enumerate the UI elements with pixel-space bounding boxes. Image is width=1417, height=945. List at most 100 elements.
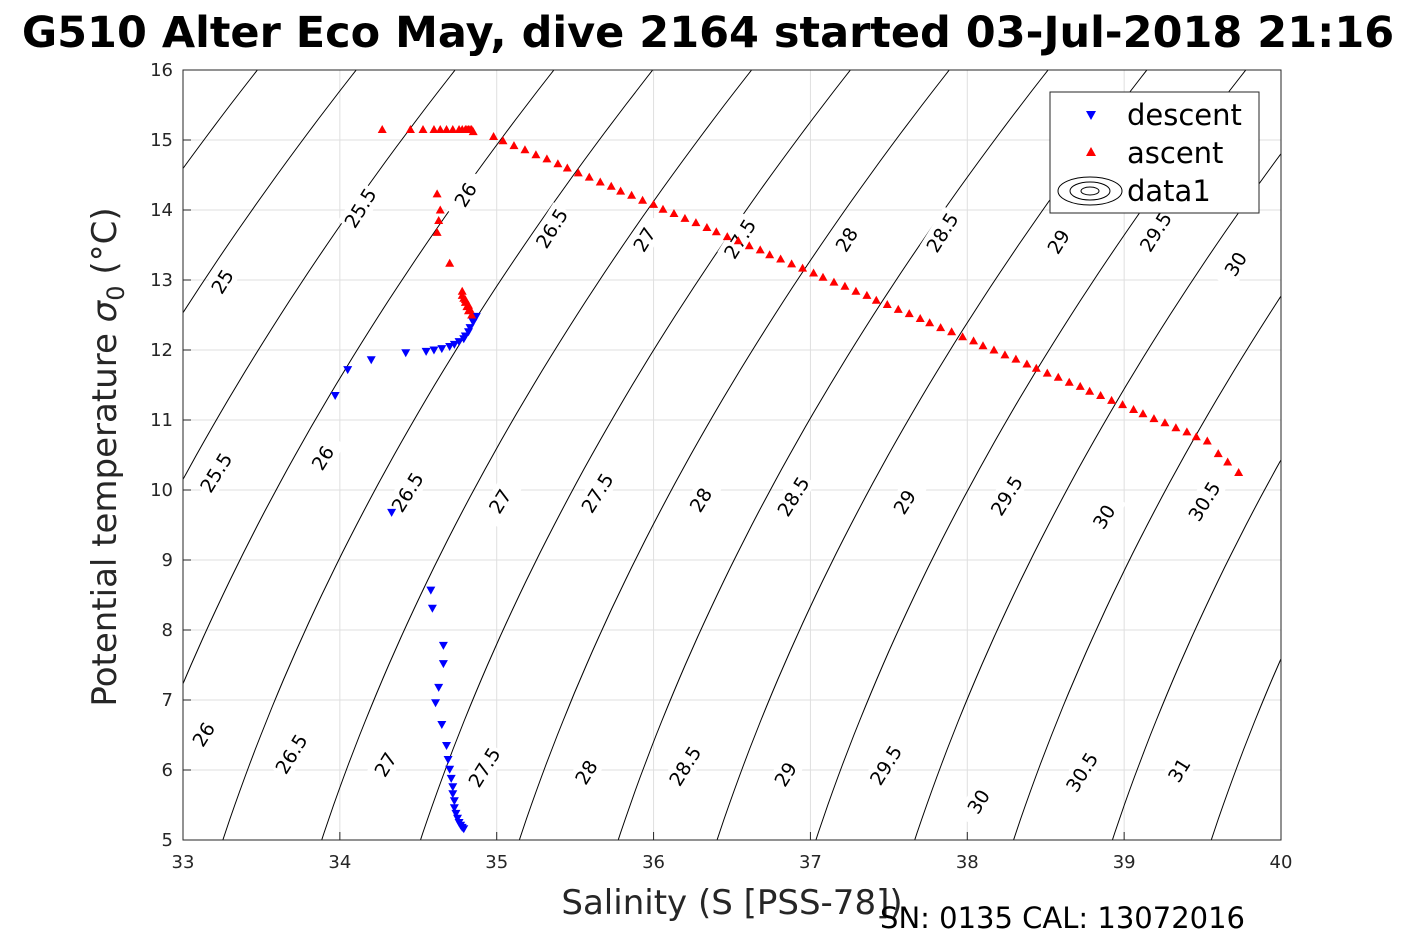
- ascent-point: [562, 163, 572, 172]
- descent-series: [330, 312, 481, 834]
- descent-point: [387, 508, 397, 517]
- descent-point: [431, 699, 441, 708]
- ascent-point: [606, 181, 616, 190]
- ascent-point: [818, 272, 828, 281]
- ascent-point: [1213, 449, 1223, 458]
- descent-point: [451, 809, 461, 818]
- contour-label-group: 25.5: [193, 446, 239, 499]
- contour-label-group: 27: [362, 738, 408, 791]
- legend-contour-icon: [1057, 176, 1123, 206]
- contour-label-bg: [882, 476, 927, 528]
- contour-label-bg: [1213, 238, 1258, 290]
- contour-label-bg: [1035, 215, 1081, 268]
- contour-label-group: 28: [824, 213, 869, 266]
- y-axis-label-main: Potential temperature: [85, 322, 125, 706]
- contour-label-group: 30: [1081, 490, 1127, 543]
- contour-label-bg: [984, 469, 1029, 522]
- descent-point: [463, 328, 473, 337]
- isopycnal-line: [419, 70, 852, 840]
- y-tick-label: 15: [150, 130, 173, 151]
- ascent-point: [445, 258, 455, 267]
- ascent-point: [851, 286, 861, 295]
- ascent-point: [457, 290, 467, 299]
- legend-descent-marker: [1086, 111, 1096, 120]
- data-series: [330, 125, 1244, 834]
- ascent-series: [377, 125, 1244, 476]
- isopycnal-line: [183, 70, 259, 170]
- isopycnal-line: [183, 70, 456, 481]
- x-tick-label: 33: [172, 852, 195, 873]
- descent-point: [437, 345, 447, 354]
- serial-calibration-footer: SN: 0135 CAL: 13072016: [880, 901, 1245, 935]
- ascent-point: [1182, 427, 1192, 436]
- descent-point: [445, 343, 455, 351]
- descent-point: [449, 340, 459, 349]
- descent-point: [434, 683, 444, 692]
- isopycnal-line: [222, 70, 654, 840]
- isopycnal-line: [518, 70, 950, 840]
- contour-label-bg: [621, 213, 667, 266]
- ascent-point: [489, 132, 499, 140]
- y-axis-ticks: 5 6 7 8 9 10 11 12 13 14 15 16: [150, 60, 191, 851]
- descent-point: [448, 790, 458, 799]
- ascent-point: [1022, 359, 1032, 368]
- y-tick-label: 8: [162, 620, 173, 641]
- contour-label-group: 29: [1035, 215, 1081, 268]
- contour-label-group: 30: [955, 775, 1001, 828]
- descent-point: [401, 349, 411, 358]
- contour-label-group: 25: [199, 255, 245, 308]
- ascent-point: [442, 125, 452, 133]
- ascent-point: [947, 327, 957, 336]
- ascent-point: [1075, 381, 1085, 390]
- y-tick-label: 14: [150, 200, 173, 221]
- y-tick-label: 10: [150, 480, 173, 501]
- ascent-point: [520, 145, 530, 154]
- contour-label-bg: [717, 212, 763, 265]
- ascent-point: [989, 345, 999, 354]
- ascent-point: [702, 223, 712, 231]
- isopycnal-line: [617, 70, 1049, 840]
- ascent-point: [829, 277, 839, 286]
- contour-label-bg: [955, 775, 1001, 828]
- ascent-point: [1064, 377, 1074, 386]
- ascent-point: [1042, 368, 1052, 377]
- isopycnal-line: [321, 70, 753, 840]
- ascent-point: [1202, 436, 1212, 445]
- contour-label-bg: [362, 738, 408, 791]
- isopycnal-line: [1013, 295, 1281, 840]
- descent-point: [443, 756, 453, 764]
- plot-frame: [182, 69, 1282, 841]
- descent-point: [465, 324, 475, 333]
- y-axis-label-sigma: σ: [85, 299, 125, 322]
- contour-label-bg: [563, 746, 609, 798]
- ascent-point: [787, 259, 797, 268]
- ascent-point: [1118, 400, 1128, 409]
- descent-point: [459, 825, 469, 834]
- ascent-point: [1171, 423, 1181, 432]
- contour-label-bg: [762, 748, 808, 801]
- descent-point: [427, 604, 437, 613]
- chart-title: G510 Alter Eco May, dive 2164 started 03…: [22, 8, 1394, 58]
- ascent-point: [467, 310, 477, 319]
- ascent-point: [1107, 395, 1117, 404]
- x-tick-label: 37: [799, 852, 822, 873]
- legend: descent ascent data1: [1049, 91, 1260, 214]
- ascent-point: [649, 199, 659, 208]
- contour-labels: 25 25.5 26 26.5 27 27.5 28 28.5 29 29.5 30 25.5 26 26…: [181, 168, 1258, 828]
- x-tick-label: 40: [1270, 852, 1293, 873]
- contour-label-bg: [181, 708, 226, 761]
- ascent-point: [457, 286, 467, 295]
- descent-point: [343, 366, 353, 375]
- descent-point: [453, 814, 462, 823]
- ascent-point: [809, 268, 819, 277]
- contour-label-group: 30.5: [1181, 475, 1227, 528]
- ascent-point: [936, 323, 946, 332]
- ascent-point: [498, 136, 508, 145]
- ascent-point: [573, 168, 583, 177]
- isopycnal-line: [1210, 657, 1281, 840]
- descent-point: [454, 338, 464, 347]
- ascent-point: [1138, 409, 1148, 418]
- ascent-point: [755, 245, 765, 254]
- descent-point: [438, 641, 448, 650]
